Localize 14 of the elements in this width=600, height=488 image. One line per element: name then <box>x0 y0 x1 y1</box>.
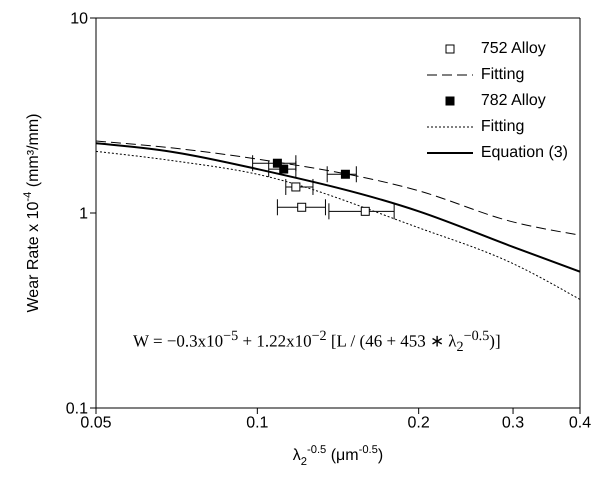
legend-label: Fitting <box>480 66 524 84</box>
annotation: W = −0.3x10$^{−5}$ + 1.22x10$^{−2}$ [L / (46 + 453 ∗ λ$_{2}$$^{−0.5}$)] <box>133 328 501 356</box>
x-tick-label: 0.3 <box>502 414 524 432</box>
y-tick-label: 1 <box>79 206 88 223</box>
x-tick-label: 0.1 <box>246 414 269 432</box>
x-tick-label: 0.2 <box>408 414 430 432</box>
x-axis-title: λ$_{2}$$^{-0.5}$ (μm$^{-0.5}$) <box>292 444 384 468</box>
legend-label: Equation (3) <box>480 144 568 162</box>
x-tick-label: 0.4 <box>568 414 592 432</box>
y-tick-label: 10 <box>70 10 88 28</box>
x-tick-label: 0.05 <box>80 414 112 432</box>
legend-label: Fitting <box>480 118 524 136</box>
legend-label: 752 Alloy <box>480 40 546 58</box>
legend-label: 782 Alloy <box>480 92 546 110</box>
